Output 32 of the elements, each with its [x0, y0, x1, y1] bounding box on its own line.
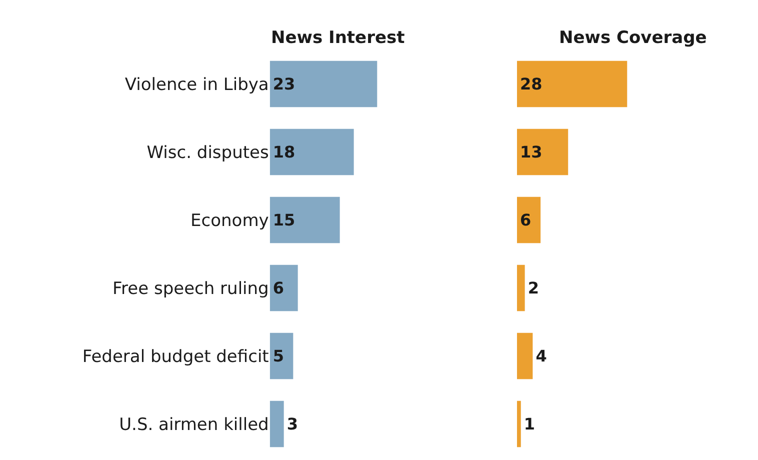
y-tick-label: U.S. airmen killed	[119, 414, 269, 435]
data-label: 2	[528, 278, 539, 298]
bar	[516, 332, 533, 380]
data-label: 13	[520, 142, 542, 162]
chart-title: News Interest	[271, 28, 405, 48]
bar	[516, 264, 525, 312]
bar	[270, 332, 294, 380]
data-label: 23	[272, 74, 296, 94]
bar	[516, 196, 541, 244]
data-label: 1	[524, 414, 536, 434]
bar	[516, 400, 521, 448]
bar	[516, 128, 568, 176]
bar	[270, 196, 340, 244]
bar	[270, 264, 298, 312]
data-label: 6	[520, 210, 532, 230]
bar	[516, 60, 628, 108]
bar	[270, 128, 354, 176]
data-label: 4	[536, 346, 547, 366]
data-label: 28	[520, 74, 542, 94]
y-tick-label: Federal budget deficit	[82, 346, 270, 367]
y-tick-label: Violence in Libya	[124, 74, 269, 95]
chart-title: News Coverage	[559, 28, 707, 48]
data-label: 5	[272, 346, 284, 366]
y-tick-label: Wisc. disputes	[146, 142, 269, 163]
data-label: 18	[272, 142, 296, 162]
bar	[270, 400, 284, 448]
y-tick-label: Free speech ruling	[112, 278, 269, 299]
bar	[270, 60, 378, 108]
data-label: 3	[286, 414, 298, 434]
data-label: 6	[272, 278, 284, 298]
y-tick-label: Economy	[190, 210, 269, 231]
data-label: 15	[272, 210, 296, 230]
